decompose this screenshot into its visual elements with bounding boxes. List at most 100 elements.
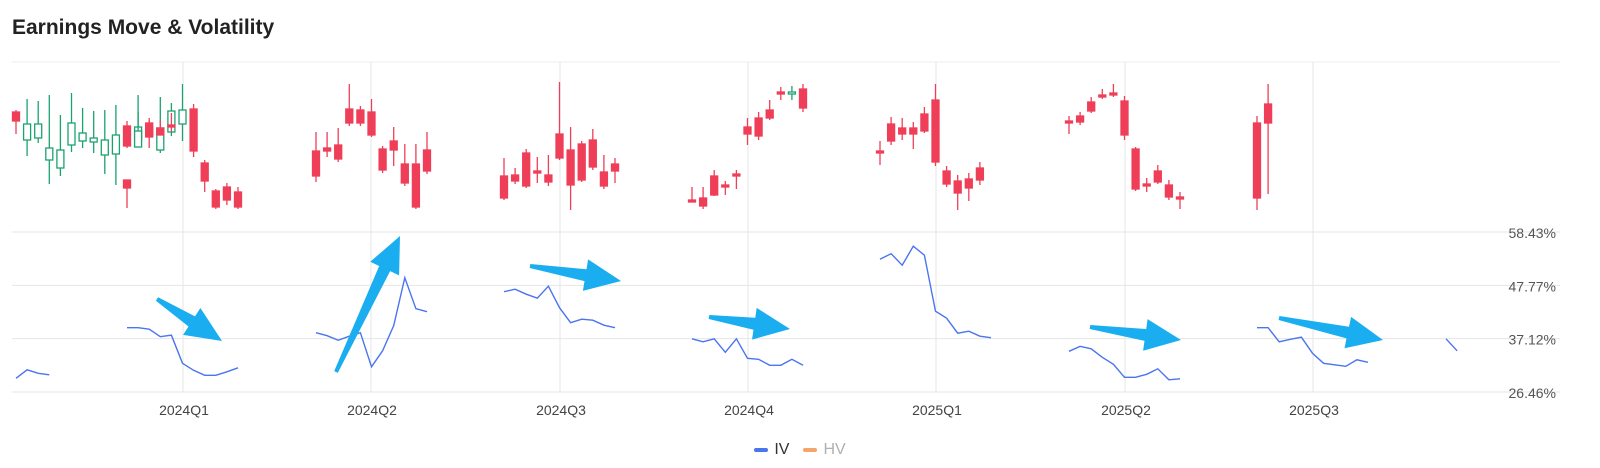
iv-line-segment [503, 284, 616, 329]
legend-label-hv: HV [823, 441, 846, 458]
candle-body [610, 163, 620, 172]
iv-line-segment [691, 337, 804, 366]
candle-body [577, 143, 586, 181]
candle-body [964, 178, 973, 189]
x-tick-label: 2025Q1 [912, 402, 962, 418]
candle-body [599, 171, 609, 187]
x-tick-label: 2024Q1 [159, 402, 209, 418]
candle-body [798, 88, 808, 109]
trend-arrow [1278, 316, 1383, 349]
candle-body [875, 150, 885, 154]
x-tick-label: 2024Q3 [536, 402, 586, 418]
candle-body [710, 175, 719, 196]
candle-body [510, 174, 520, 182]
chart-legend: IV HV [0, 441, 1600, 459]
candle-body [67, 122, 76, 146]
candle-body [721, 184, 730, 188]
candle-body [1153, 170, 1162, 183]
candle-body [122, 179, 132, 189]
candle-body [345, 108, 354, 124]
candle-body [133, 130, 143, 148]
candle-body [11, 111, 21, 122]
iv-line-segment [1257, 327, 1369, 368]
candle-body [1252, 122, 1262, 199]
candle-body [886, 123, 896, 142]
candle-body [533, 170, 542, 174]
candle-body [22, 123, 32, 141]
candle-body [953, 180, 962, 194]
trend-arrow [155, 297, 222, 341]
legend-item-iv[interactable]: IV [754, 441, 789, 459]
candle-body [931, 99, 940, 163]
iv-line-segment [879, 245, 992, 339]
candle-body [1131, 148, 1140, 190]
candle-body [920, 113, 929, 132]
candle-body [400, 163, 409, 184]
candle-body [167, 124, 176, 128]
candle-body [732, 173, 741, 177]
chart-title: Earnings Move & Volatility [12, 16, 275, 39]
candle-body [145, 122, 154, 136]
candle-body [522, 152, 531, 187]
candle-body [122, 125, 132, 147]
candle-body [100, 139, 109, 156]
candle-body [378, 148, 387, 171]
candle-body [898, 127, 907, 135]
candle-body [698, 197, 708, 207]
candle-body [787, 91, 797, 95]
candle-body [334, 144, 343, 160]
y-tick-label: 26.46% [1509, 385, 1556, 401]
trend-arrow [708, 307, 790, 340]
candle-body [555, 133, 564, 159]
candle-body [211, 190, 220, 208]
candle-body [1175, 196, 1185, 200]
iv-line-segment [1445, 338, 1458, 352]
candle-body [776, 91, 785, 95]
candle-body [1164, 184, 1174, 198]
candle-body [975, 167, 985, 181]
candle-body [222, 186, 232, 201]
candle-body [942, 170, 951, 185]
legend-label-iv: IV [774, 441, 790, 458]
candle-body [1142, 183, 1151, 187]
candle-body [687, 199, 697, 203]
legend-swatch-hv [803, 448, 818, 452]
candle-body [189, 108, 198, 152]
y-tick-label: 58.43% [1509, 225, 1556, 241]
candle-body [743, 126, 752, 135]
earnings-volatility-chart: 58.43% 47.77% 37.12% 26.46% 2024Q1 2024Q2 2024… [11, 61, 1560, 418]
x-tick-label: 2025Q2 [1101, 402, 1151, 418]
candle-body [56, 149, 65, 169]
y-tick-label: 37.12% [1509, 332, 1556, 348]
iv-line-segment [15, 369, 50, 379]
trend-arrow [1089, 319, 1181, 351]
x-tick-label: 2024Q4 [724, 402, 774, 418]
legend-item-hv[interactable]: HV [803, 441, 846, 459]
candle-body [765, 109, 774, 119]
candle-body [499, 175, 509, 199]
candle-body [178, 109, 187, 125]
trend-arrow [334, 236, 400, 373]
candle-body [1087, 101, 1096, 112]
trend-arrow [529, 259, 621, 291]
candle-body [367, 111, 376, 136]
legend-swatch-iv [754, 448, 769, 452]
candle-body [78, 132, 87, 142]
candle-body [1109, 92, 1118, 96]
candle-body [1120, 100, 1129, 136]
candle-body [111, 134, 121, 155]
candle-body [322, 147, 332, 152]
candle-body [422, 149, 432, 172]
candle-body [588, 139, 597, 168]
iv-line-segment [1068, 345, 1181, 381]
candle-body [356, 109, 365, 124]
iv-line-segment [127, 327, 239, 376]
candle-body [311, 150, 321, 177]
candle-body [34, 123, 43, 139]
candle-body [389, 140, 398, 151]
candle-body [411, 163, 421, 208]
candle-body [233, 191, 243, 208]
candle-body [754, 117, 763, 137]
y-tick-label: 47.77% [1509, 278, 1556, 294]
candle-body [200, 162, 209, 182]
